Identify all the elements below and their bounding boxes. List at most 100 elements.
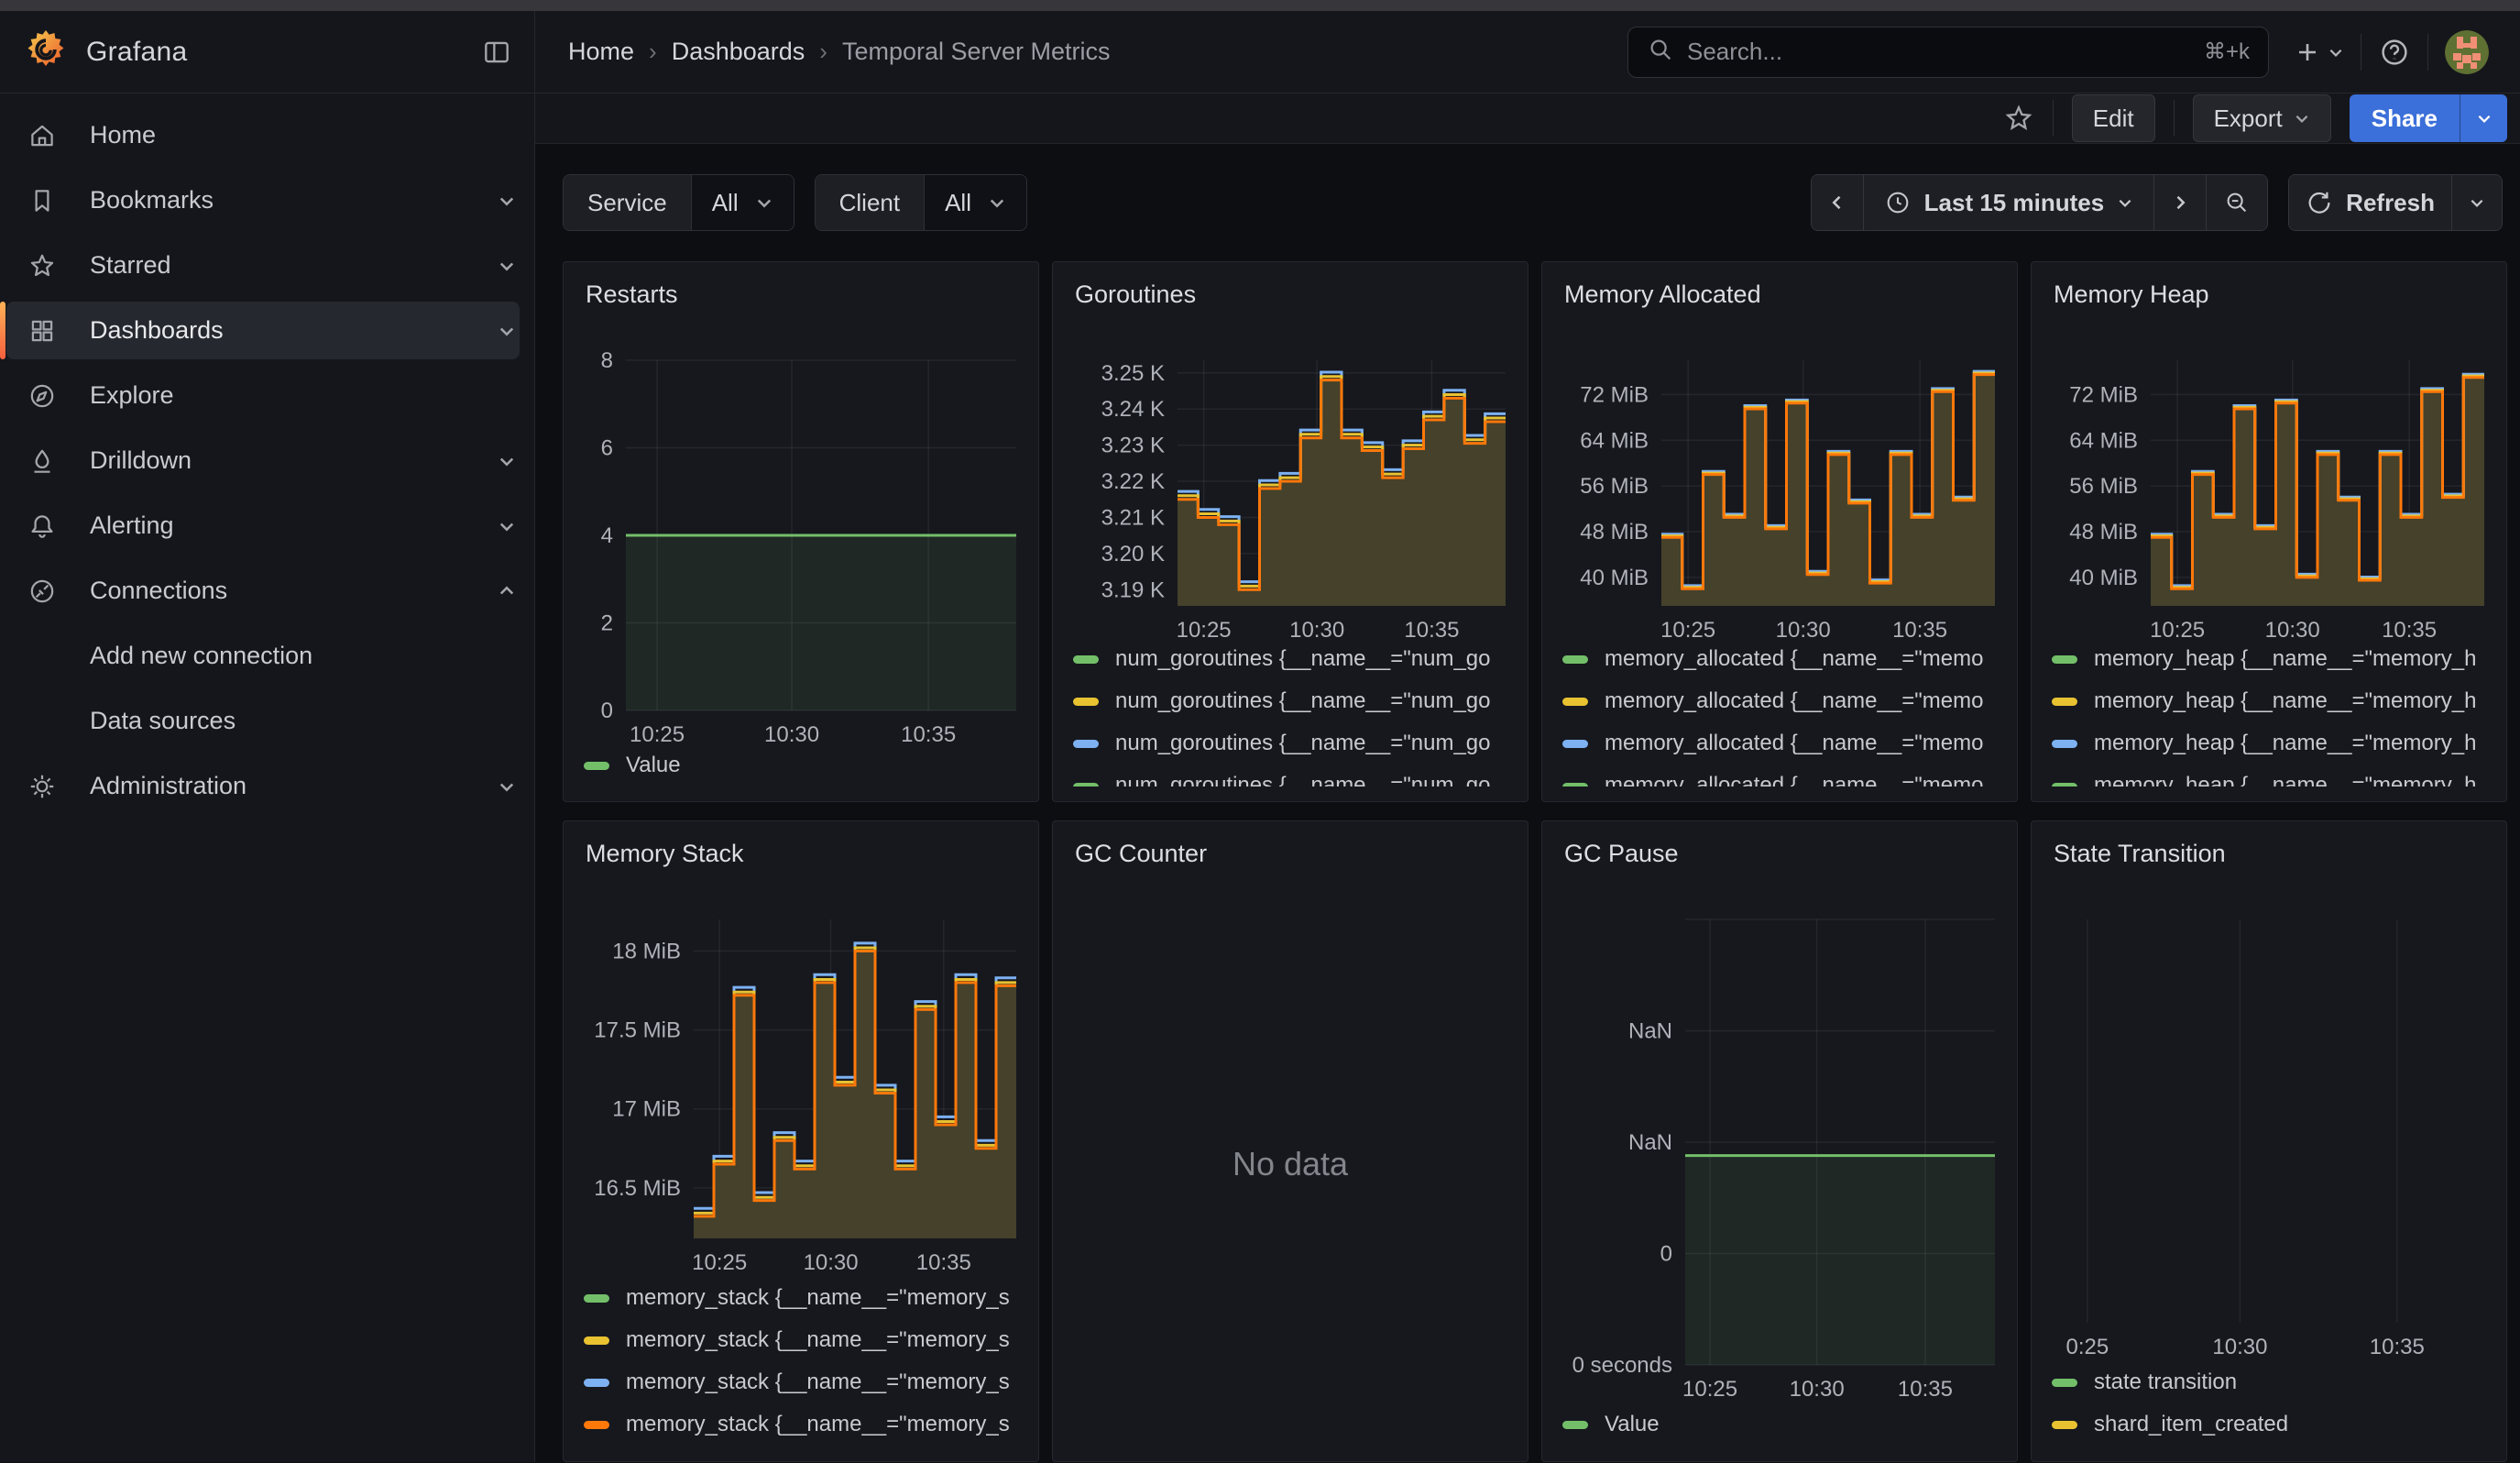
breadcrumb-separator: ›: [649, 38, 657, 66]
time-shift-back-button[interactable]: [1812, 175, 1864, 230]
svg-text:3.24 K: 3.24 K: [1101, 397, 1165, 422]
sidebar-collapse-icon[interactable]: [481, 37, 512, 68]
chevron-down-icon[interactable]: [498, 192, 516, 210]
filter-value-dropdown[interactable]: All: [925, 175, 1026, 230]
filter-value-dropdown[interactable]: All: [692, 175, 794, 230]
sidebar-item-label: Add new connection: [90, 642, 312, 670]
legend-item[interactable]: num_goroutines {__name__="num_go: [1073, 638, 1513, 680]
panel-title[interactable]: Memory Stack: [578, 834, 1024, 881]
legend-swatch: [584, 762, 609, 770]
export-button[interactable]: Export: [2193, 94, 2331, 142]
chevron-down-icon[interactable]: [498, 517, 516, 535]
panel-title[interactable]: Restarts: [578, 275, 1024, 322]
legend-item[interactable]: memory_allocated {__name__="memo: [1562, 638, 2002, 680]
legend-item[interactable]: Value: [584, 744, 1024, 786]
breadcrumb-item[interactable]: Dashboards: [672, 38, 805, 66]
time-range-picker[interactable]: Last 15 minutes: [1864, 175, 2155, 230]
sidebar-item-alerting[interactable]: Alerting: [0, 493, 534, 558]
legend-item[interactable]: memory_stack {__name__="memory_s: [584, 1319, 1024, 1361]
svg-text:10:35: 10:35: [2382, 618, 2437, 638]
svg-text:4: 4: [601, 523, 613, 548]
legend-label: memory_allocated {__name__="memo: [1605, 688, 1983, 714]
chart-plot[interactable]: 0:2510:3010:35: [2046, 881, 2492, 1361]
chart-plot[interactable]: 72 MiB64 MiB56 MiB48 MiB40 MiB10:2510:30…: [1557, 322, 2002, 638]
sidebar-item-label: Home: [90, 121, 156, 149]
search-input[interactable]: Search... ⌘+k: [1627, 27, 2269, 78]
chart-plot[interactable]: 72 MiB64 MiB56 MiB48 MiB40 MiB10:2510:30…: [2046, 322, 2492, 638]
legend-item[interactable]: memory_stack {__name__="memory_s: [584, 1403, 1024, 1446]
sidebar-item-connections[interactable]: Connections: [0, 558, 534, 623]
panel-gc-pause: GC PauseNaNNaN00 seconds10:2510:3010:35V…: [1541, 820, 2018, 1462]
sidebar-item-data-sources[interactable]: Data sources: [0, 688, 534, 754]
grafana-logo-icon[interactable]: [24, 28, 68, 76]
legend-item[interactable]: state transition: [2052, 1361, 2492, 1403]
legend-label: num_goroutines {__name__="num_go: [1115, 770, 1491, 786]
time-zoom-out-button[interactable]: [2207, 175, 2267, 230]
refresh-interval-chevron[interactable]: [2452, 175, 2502, 230]
add-button[interactable]: [2293, 38, 2344, 67]
legend-item-clipped[interactable]: memory_allocated {__name__="memo: [1562, 770, 2002, 786]
legend-item[interactable]: num_goroutines {__name__="num_go: [1073, 722, 1513, 764]
chart-plot[interactable]: 8642010:2510:3010:35: [578, 322, 1024, 744]
svg-text:18 MiB: 18 MiB: [612, 939, 681, 963]
legend-item[interactable]: memory_stack {__name__="memory_s: [584, 1277, 1024, 1319]
chevron-up-icon[interactable]: [498, 582, 516, 600]
legend-item[interactable]: memory_heap {__name__="memory_h: [2052, 680, 2492, 722]
panel-title[interactable]: Memory Allocated: [1557, 275, 2002, 322]
svg-text:10:35: 10:35: [1404, 618, 1459, 638]
chart-plot[interactable]: 18 MiB17.5 MiB17 MiB16.5 MiB10:2510:3010…: [578, 881, 1024, 1277]
legend-item[interactable]: shard_item_created: [2052, 1403, 2492, 1446]
sidebar-item-administration[interactable]: Administration: [0, 754, 534, 819]
legend-swatch: [1562, 740, 1588, 748]
share-button[interactable]: Share: [2350, 94, 2460, 142]
legend-item[interactable]: memory_allocated {__name__="memo: [1562, 722, 2002, 764]
chevron-down-icon[interactable]: [498, 452, 516, 470]
panel-title[interactable]: Memory Heap: [2046, 275, 2492, 322]
legend-item[interactable]: memory_heap {__name__="memory_h: [2052, 638, 2492, 680]
sidebar-item-home[interactable]: Home: [0, 103, 534, 168]
panel-memory-stack: Memory Stack18 MiB17.5 MiB17 MiB16.5 MiB…: [563, 820, 1039, 1462]
legend-label: num_goroutines {__name__="num_go: [1115, 688, 1491, 714]
legend-item[interactable]: num_goroutines {__name__="num_go: [1073, 680, 1513, 722]
sidebar-item-dashboards[interactable]: Dashboards: [0, 298, 534, 363]
sidebar-item-drilldown[interactable]: Drilldown: [0, 428, 534, 493]
chevron-down-icon[interactable]: [498, 322, 516, 340]
refresh-button[interactable]: Refresh: [2289, 175, 2452, 230]
legend-item-clipped[interactable]: num_goroutines {__name__="num_go: [1073, 770, 1513, 786]
legend-item-clipped[interactable]: memory_heap {__name__="memory_h: [2052, 770, 2492, 786]
chevron-down-icon[interactable]: [498, 257, 516, 275]
breadcrumb-item[interactable]: Home: [568, 38, 634, 66]
sidebar-item-bookmarks[interactable]: Bookmarks: [0, 168, 534, 233]
svg-text:6: 6: [601, 436, 613, 461]
svg-text:10:35: 10:35: [916, 1250, 971, 1275]
legend-item[interactable]: memory_allocated {__name__="memo: [1562, 680, 2002, 722]
panel-body: No data: [1068, 881, 1513, 1446]
star-icon: [24, 250, 60, 281]
star-dashboard-button[interactable]: [2003, 103, 2034, 134]
share-menu-chevron[interactable]: [2460, 94, 2507, 142]
edit-button[interactable]: Edit: [2072, 94, 2155, 142]
sidebar-item-add-new-connection[interactable]: Add new connection: [0, 623, 534, 688]
sidebar-item-starred[interactable]: Starred: [0, 233, 534, 298]
panel-title[interactable]: GC Pause: [1557, 834, 2002, 881]
app-header: Grafana Home›Dashboards›Temporal Server …: [0, 11, 2520, 94]
svg-text:0: 0: [1660, 1242, 1672, 1267]
chart-plot[interactable]: NaNNaN00 seconds10:2510:3010:35: [1557, 881, 2002, 1403]
panel-title[interactable]: State Transition: [2046, 834, 2492, 881]
time-range-group: Last 15 minutes: [1811, 174, 2269, 231]
time-shift-forward-button[interactable]: [2154, 175, 2207, 230]
sidebar-item-explore[interactable]: Explore: [0, 363, 534, 428]
svg-text:10:35: 10:35: [1892, 618, 1947, 638]
panel-title[interactable]: Goroutines: [1068, 275, 1513, 322]
legend-item[interactable]: Value: [1562, 1403, 2002, 1446]
chevron-down-icon[interactable]: [498, 777, 516, 796]
sidebar-item-label: Alerting: [90, 512, 174, 540]
legend-item[interactable]: memory_heap {__name__="memory_h: [2052, 722, 2492, 764]
legend-item[interactable]: memory_stack {__name__="memory_s: [584, 1361, 1024, 1403]
chart-plot[interactable]: 3.25 K3.24 K3.23 K3.22 K3.21 K3.20 K3.19…: [1068, 322, 1513, 638]
help-icon[interactable]: [2378, 36, 2411, 69]
panel-title[interactable]: GC Counter: [1068, 834, 1513, 881]
svg-text:56 MiB: 56 MiB: [2069, 474, 2138, 499]
avatar[interactable]: [2445, 30, 2489, 74]
legend-label: memory_heap {__name__="memory_h: [2094, 770, 2476, 786]
